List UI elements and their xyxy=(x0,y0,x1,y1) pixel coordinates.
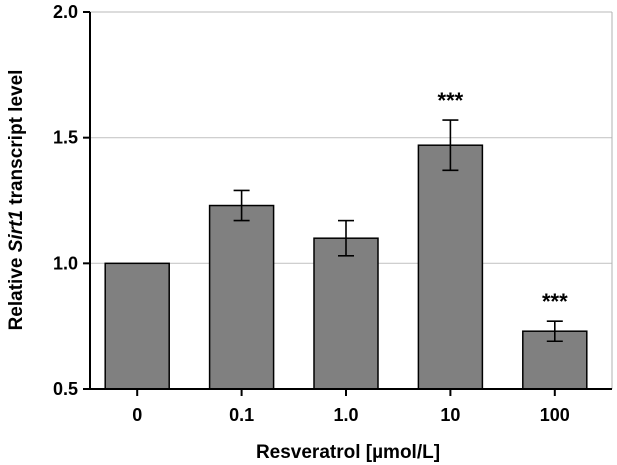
y-axis-label-gene: Sirt1 xyxy=(6,210,27,252)
y-tick-label: 2.0 xyxy=(53,2,78,22)
x-axis-label: Resveratrol [µmol/L] xyxy=(256,442,440,463)
y-axis-label-suffix: transcript level xyxy=(6,70,27,210)
error-bars xyxy=(233,119,563,343)
y-tick-label: 1.5 xyxy=(53,128,78,148)
bar-0.1 xyxy=(208,204,275,390)
bar-10 xyxy=(417,144,484,390)
significance-labels: *** *** xyxy=(438,88,569,314)
bar-0 xyxy=(104,262,170,390)
y-tick-labels: 0.5 1.0 1.5 2.0 xyxy=(53,2,78,399)
x-tick-label: 1.0 xyxy=(333,405,358,425)
significance-label: *** xyxy=(438,88,464,113)
bars xyxy=(104,144,588,390)
y-tick-label: 1.0 xyxy=(53,253,78,273)
x-tick-label: 0 xyxy=(132,405,142,425)
bar-1.0 xyxy=(313,237,379,390)
y-axis-label-prefix: Relative xyxy=(6,252,27,330)
axes xyxy=(83,11,613,396)
x-tick-label: 10 xyxy=(440,405,460,425)
x-tick-labels: 0 0.1 1.0 10 100 xyxy=(132,405,570,425)
significance-label: *** xyxy=(542,289,568,314)
x-tick-label: 0.1 xyxy=(229,405,254,425)
x-tick-label: 100 xyxy=(540,405,570,425)
y-tick-label: 0.5 xyxy=(53,379,78,399)
grid-lines xyxy=(90,11,612,264)
y-axis-label: Relative Sirt1 transcript level xyxy=(6,70,27,331)
